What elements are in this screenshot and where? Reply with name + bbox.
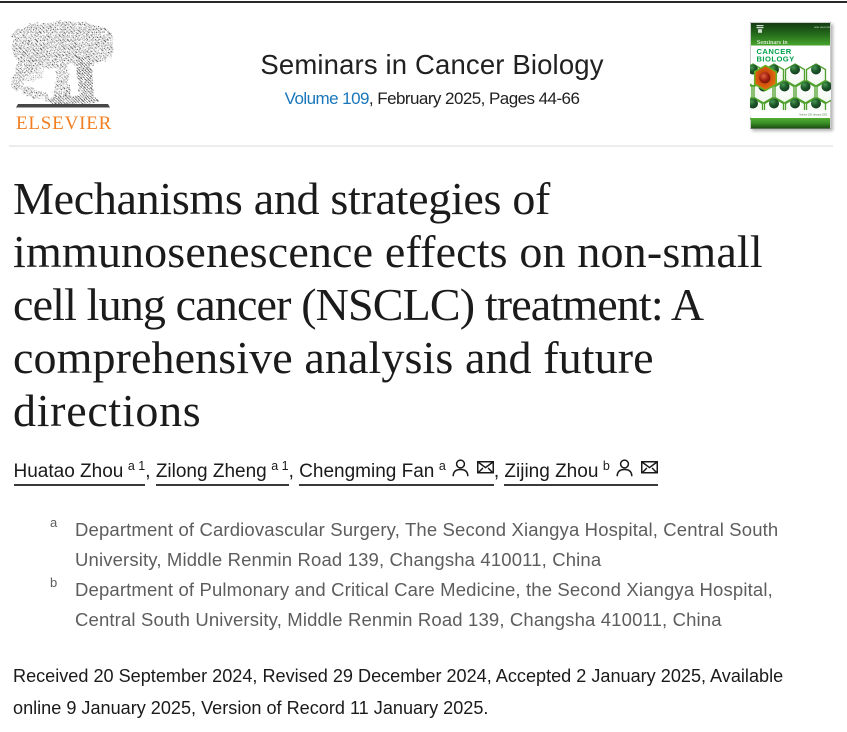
svg-text:Seminars in: Seminars in <box>757 39 789 46</box>
svg-text:Volume 109 January 2025: Volume 109 January 2025 <box>799 114 827 117</box>
svg-text:ISSN 1044-579X: ISSN 1044-579X <box>814 27 831 29</box>
svg-text:BIOLOGY: BIOLOGY <box>757 54 795 63</box>
svg-text:ELSEVIER: ELSEVIER <box>16 113 112 134</box>
svg-text:CANCER: CANCER <box>757 47 792 56</box>
